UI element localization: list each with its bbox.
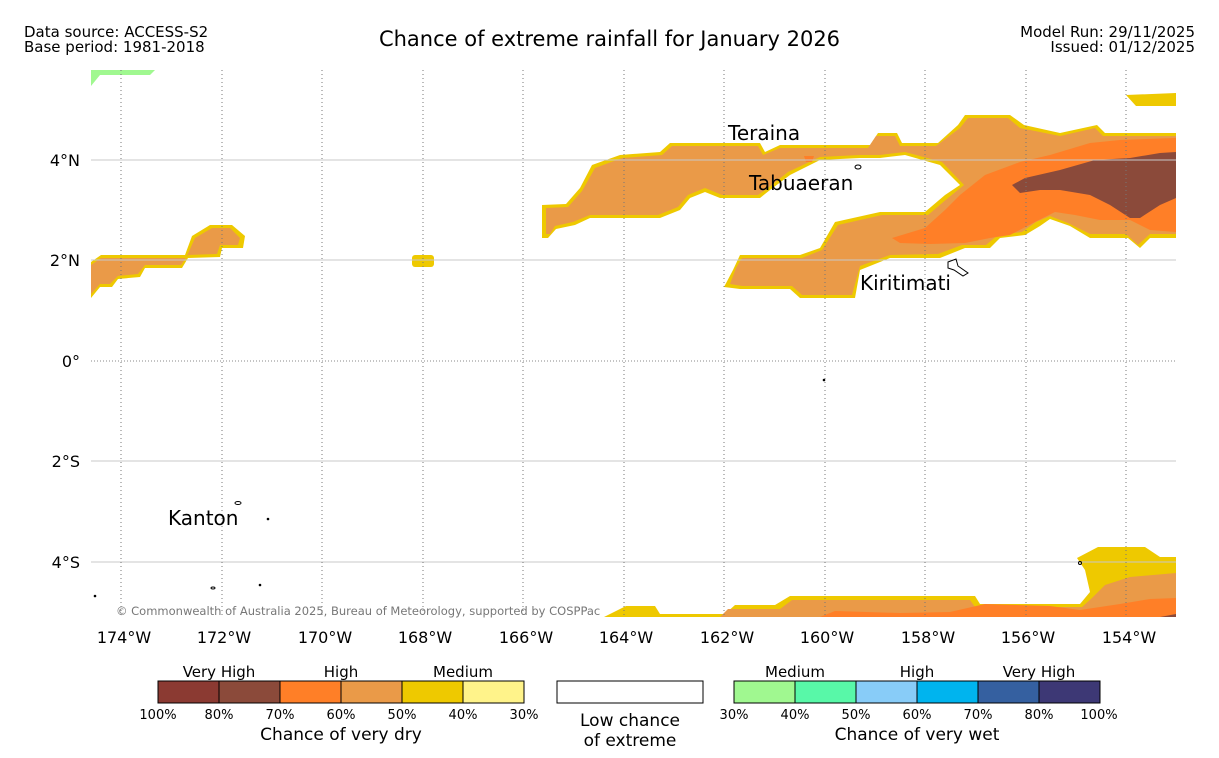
place-kiritimati: Kiritimati (860, 271, 951, 295)
dry-region-south-veryhigh (1160, 614, 1176, 617)
graticule (91, 159, 1176, 563)
lon-label: 166°W (499, 628, 554, 647)
wet-swatch (916, 680, 979, 704)
wet-swatch (855, 680, 918, 704)
wet-swatch (794, 680, 857, 704)
wet-cat-medium: Medium (765, 663, 825, 681)
dry-swatch (157, 680, 220, 704)
wet-tick: 60% (903, 708, 932, 723)
lon-label: 168°W (398, 628, 453, 647)
low-chance-line1: Low chance (580, 711, 680, 731)
lon-label: 170°W (298, 628, 353, 647)
dry-swatch (279, 680, 342, 704)
wet-colorbar (733, 680, 1101, 704)
lon-label: 156°W (1001, 628, 1056, 647)
dry-swatch (401, 680, 464, 704)
lat-label: 4°S (52, 553, 80, 572)
tabuaeran-island (854, 164, 862, 170)
islet-4 (93, 594, 97, 598)
header-left: Data source: ACCESS-S2 Base period: 1981… (24, 25, 208, 55)
lat-label: 2°S (52, 452, 80, 471)
dry-caption: Chance of very dry (260, 725, 422, 745)
dry-region-west-inner (91, 228, 240, 294)
dry-swatch (462, 680, 525, 704)
lon-label: 158°W (901, 628, 956, 647)
lon-label: 174°W (97, 628, 152, 647)
wet-tick: 70% (964, 708, 993, 723)
wet-swatch (977, 680, 1040, 704)
islet-3 (258, 583, 262, 587)
dry-cat-high: High (324, 663, 358, 681)
lon-label: 172°W (197, 628, 252, 647)
issued-text: Issued: 01/12/2025 (1050, 38, 1195, 56)
map-title: Chance of extreme rainfall for January 2… (378, 27, 841, 51)
dry-colorbar (157, 680, 525, 704)
islands (93, 164, 1082, 598)
lon-label: 164°W (599, 628, 654, 647)
legend-wet: Medium High Very High 30% 40% 50% 60% 70… (720, 663, 1118, 745)
lat-label: 0° (62, 352, 80, 371)
low-chance-line2: of extreme (584, 731, 677, 751)
dry-region-topright-yellow (1126, 93, 1176, 106)
kanton-island (234, 501, 242, 505)
dry-region-south-orange (820, 598, 1176, 617)
wet-cat-high: High (900, 663, 934, 681)
lon-label: 154°W (1102, 628, 1157, 647)
wet-caption: Chance of very wet (835, 725, 1000, 745)
islet-1 (266, 517, 270, 521)
lat-labels: 4°N 2°N 0° 2°S 4°S (50, 151, 80, 572)
header-right: Model Run: 29/11/2025 Issued: 01/12/2025 (1020, 25, 1195, 55)
dry-cat-very-high: Very High (183, 663, 256, 681)
islet-5 (822, 378, 826, 382)
lat-label: 2°N (50, 251, 80, 270)
dry-tick: 100% (139, 708, 176, 723)
dry-swatch (340, 680, 403, 704)
dry-swatch (218, 680, 281, 704)
legend-dry: Very High High Medium 100% 80% 70% 60% 5… (139, 663, 538, 745)
wet-swatch (1038, 680, 1101, 704)
dry-tick: 50% (388, 708, 417, 723)
wet-tick: 80% (1025, 708, 1054, 723)
wet-tick: 50% (842, 708, 871, 723)
copyright-text: © Commonwealth of Australia 2025, Bureau… (116, 604, 600, 618)
dry-tick: 80% (205, 708, 234, 723)
dry-tick: 30% (510, 708, 539, 723)
place-tabuaeran: Tabuaeran (748, 171, 853, 195)
wet-tick: 100% (1080, 708, 1117, 723)
wet-tick: 40% (781, 708, 810, 723)
wet-tick: 30% (720, 708, 749, 723)
dry-region-north-inner (546, 118, 1176, 295)
low-chance-box (556, 680, 704, 704)
islet-2 (210, 586, 216, 590)
model-run-text: Model Run: 29/11/2025 (1020, 23, 1195, 41)
dry-shading (91, 70, 1176, 617)
base-period-text: Base period: 1981-2018 (24, 38, 205, 56)
dry-region-north-veryhigh (1012, 152, 1176, 218)
dry-cat-medium: Medium (433, 663, 493, 681)
islet-6 (1078, 561, 1082, 565)
place-kanton: Kanton (168, 506, 238, 530)
place-teraina: Teraina (727, 121, 800, 145)
wet-region-topleft (91, 70, 155, 86)
lon-label: 162°W (700, 628, 755, 647)
data-source-text: Data source: ACCESS-S2 (24, 23, 209, 41)
wet-cat-very-high: Very High (1003, 663, 1076, 681)
dry-tick: 40% (449, 708, 478, 723)
kiritimati-island (947, 258, 969, 277)
legend-low: Low chance of extreme (556, 680, 704, 751)
dry-tick: 60% (327, 708, 356, 723)
dry-tick: 70% (266, 708, 295, 723)
dry-region-blob (412, 255, 434, 267)
dry-region-south-inner (660, 573, 1176, 617)
lon-label: 160°W (800, 628, 855, 647)
lat-label: 4°N (50, 151, 80, 170)
lon-labels: 174°W 172°W 170°W 168°W 166°W 164°W 162°… (97, 628, 1157, 647)
wet-swatch (733, 680, 796, 704)
